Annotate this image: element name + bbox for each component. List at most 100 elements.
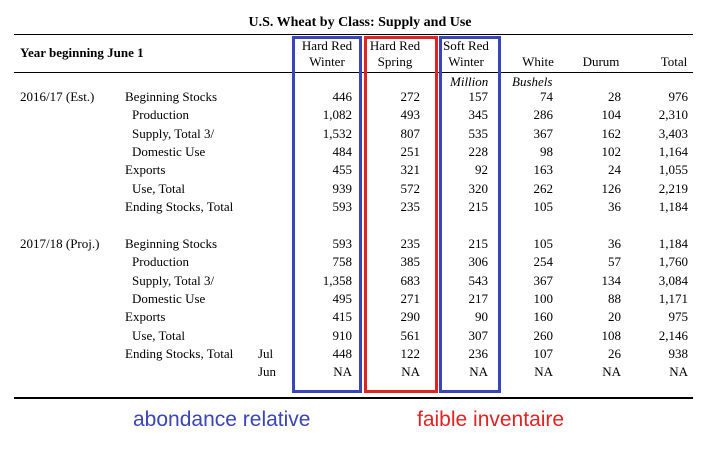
- column-header-line2: Spring: [377, 54, 413, 69]
- table-cell: 36: [608, 236, 621, 251]
- table-cell: 20: [608, 309, 621, 325]
- table-cell: 535: [468, 125, 489, 141]
- table-cell: 122: [400, 345, 421, 361]
- table-cell: 26: [608, 345, 621, 361]
- table-cell: 105: [533, 198, 554, 214]
- table-cell: 415: [332, 309, 353, 325]
- table-cell: 593: [332, 198, 353, 214]
- table-cell: 484: [332, 143, 353, 159]
- table-cell: 251: [400, 143, 421, 159]
- table-cell: 290: [400, 309, 421, 325]
- row-label: Exports: [125, 162, 166, 178]
- row-label: Beginning Stocks: [125, 236, 218, 251]
- table-cell: 448: [332, 345, 353, 361]
- period-label: 2016/17 (Est.): [20, 89, 95, 104]
- table-cell: NA: [401, 364, 420, 380]
- row-sublabel: Jul: [258, 345, 274, 361]
- table-cell: 683: [400, 272, 421, 288]
- table-cell: 271: [400, 290, 421, 306]
- red-caption: faible inventaire: [417, 408, 565, 431]
- column-header-line2: Winter: [309, 54, 345, 69]
- row-label: Use, Total: [132, 180, 186, 196]
- table-cell: 593: [332, 236, 353, 251]
- table-cell: 215: [468, 198, 489, 214]
- table-cell: 1,055: [658, 162, 688, 178]
- column-header-line2: Durum: [582, 54, 620, 69]
- table-cell: 108: [601, 327, 622, 343]
- table-cell: 74: [540, 89, 553, 104]
- table-cell: 215: [468, 236, 489, 251]
- row-label: Domestic Use: [132, 290, 206, 306]
- table-cell: 455: [332, 162, 353, 178]
- column-header: Total: [634, 38, 714, 70]
- table-cell: 236: [468, 345, 489, 361]
- table-cell: 160: [533, 309, 554, 325]
- table-cell: 92: [475, 162, 488, 178]
- table-cell: 807: [400, 125, 421, 141]
- table-title: U.S. Wheat by Class: Supply and Use: [248, 15, 472, 30]
- table-cell: 493: [400, 107, 421, 123]
- table-cell: 90: [475, 309, 488, 325]
- row-sublabel: Jun: [258, 364, 277, 380]
- table-cell: 938: [668, 345, 689, 361]
- row-label: Ending Stocks, Total: [125, 345, 234, 361]
- table-cell: 1,164: [658, 143, 688, 159]
- table-cell: 446: [332, 89, 353, 104]
- table-cell: 272: [400, 89, 421, 104]
- table-cell: 572: [400, 180, 421, 196]
- header-rule: [14, 72, 693, 73]
- blue-caption: abondance relative: [133, 408, 311, 431]
- row-label: Use, Total: [132, 327, 186, 343]
- table-cell: NA: [534, 364, 553, 380]
- table-cell: 102: [601, 143, 622, 159]
- column-header-line1: Hard Red: [301, 38, 353, 53]
- row-label: Domestic Use: [132, 143, 206, 159]
- period-label: 2017/18 (Proj.): [20, 236, 100, 251]
- column-header: White: [498, 38, 578, 70]
- table-cell: 24: [608, 162, 621, 178]
- table-cell: 98: [540, 143, 553, 159]
- column-header-line1: [634, 38, 714, 54]
- table-cell: 235: [400, 236, 421, 251]
- table-cell: 228: [468, 143, 489, 159]
- red-highlight-box-hrs: [364, 36, 438, 393]
- row-label: Ending Stocks, Total: [125, 198, 234, 214]
- row-label: Supply, Total 3/: [132, 125, 215, 141]
- column-header: Soft Red Winter: [426, 38, 506, 70]
- table-cell: 88: [608, 290, 621, 306]
- table-cell: 975: [668, 309, 689, 325]
- table-cell: 36: [608, 198, 621, 214]
- table-cell: 262: [533, 180, 554, 196]
- table-cell: 976: [668, 89, 689, 104]
- table-cell: 3,084: [658, 272, 688, 288]
- column-header-line2: White: [522, 54, 554, 69]
- table-cell: 321: [400, 162, 421, 178]
- table-cell: 217: [468, 290, 489, 306]
- column-header-line1: Hard Red: [369, 38, 421, 53]
- table-cell: 939: [332, 180, 353, 196]
- table-cell: 1,358: [322, 272, 352, 288]
- table-cell: NA: [669, 364, 688, 380]
- table-cell: 910: [332, 327, 353, 343]
- row-label: Beginning Stocks: [125, 89, 218, 104]
- row-label: Exports: [125, 309, 166, 325]
- column-header-line2: Total: [660, 54, 688, 69]
- table-cell: 100: [533, 290, 554, 306]
- column-header-line1: Soft Red: [443, 38, 489, 53]
- table-cell: 1,171: [658, 290, 688, 306]
- table-cell: 1,532: [322, 125, 352, 141]
- table-cell: 367: [533, 125, 554, 141]
- column-header: Hard Red Spring: [355, 38, 435, 70]
- table-cell: NA: [469, 364, 488, 380]
- table-cell: 28: [608, 89, 621, 104]
- table-cell: 306: [468, 254, 489, 270]
- table-cell: 235: [400, 198, 421, 214]
- table-cell: 2,219: [658, 180, 688, 196]
- table-cell: 1,760: [658, 254, 688, 270]
- table-cell: 126: [601, 180, 622, 196]
- table-cell: 254: [533, 254, 554, 270]
- table-cell: 157: [468, 89, 489, 104]
- table-cell: 57: [608, 254, 621, 270]
- top-rule: [14, 34, 693, 35]
- table-cell: 107: [533, 345, 554, 361]
